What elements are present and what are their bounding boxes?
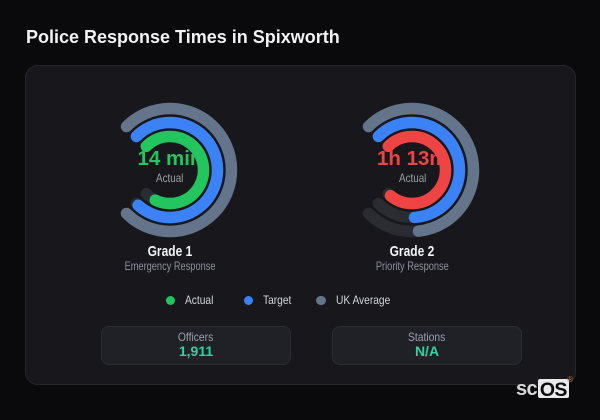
gauge-grade-2-arcs — [363, 102, 480, 238]
legend-label-target: Target — [263, 294, 296, 307]
stat-label-stations: Stations — [333, 329, 521, 344]
gauge-grade-1-subtitle: Emergency Response — [70, 260, 270, 273]
gauge-grade-1: 14 min Actual Grade 1 Emergency Response — [70, 100, 270, 273]
ring-arc-target — [372, 116, 466, 224]
stat-box-officers: Officers 1,911 — [101, 326, 291, 365]
gauge-grade-2-value: 1h 13m — [376, 146, 448, 170]
gauge-grade-2-value-sub: Actual — [312, 172, 512, 185]
legend-item-actual[interactable]: Actual — [165, 294, 219, 308]
stat-label-stations-text: Stations — [408, 329, 446, 344]
gauge-grade-2-title-text: Grade 2 — [389, 243, 435, 260]
legend-dot-uk-average-icon — [316, 295, 326, 306]
legend-label-actual-text: Actual — [185, 293, 214, 308]
gauge-grade-2-subtitle: Priority Response — [312, 260, 512, 273]
scos-logo-block: OS ® — [538, 376, 573, 401]
scos-logo-prefix: sc — [516, 377, 538, 400]
gauge-grade-1-center: 14 min Actual — [70, 148, 270, 186]
response-times-card: 14 min Actual Grade 1 Emergency Response… — [25, 65, 576, 385]
legend-label-target-text: Target — [263, 293, 292, 308]
gauge-grade-2-value-sub-text: Actual — [398, 171, 426, 185]
gauge-grade-2-center: 1h 13m Actual — [312, 148, 512, 186]
gauge-grade-2-rings: 1h 13m Actual — [342, 100, 482, 240]
ring-arc-target — [130, 116, 224, 224]
legend-dot-target-icon — [243, 295, 253, 306]
legend-item-uk-average[interactable]: UK Average — [316, 294, 399, 308]
gauge-grade-1-value-sub-text: Actual — [156, 171, 184, 185]
gauge-grade-1-title-text: Grade 1 — [147, 243, 193, 260]
registered-trademark-icon: ® — [567, 375, 574, 385]
legend-label-actual: Actual — [185, 294, 218, 307]
legend-dot-actual-icon — [165, 295, 176, 306]
gauge-grade-1-title: Grade 1 — [70, 243, 270, 260]
gauge-grade-1-rings: 14 min Actual — [100, 100, 240, 240]
stat-value-stations: N/A — [414, 343, 440, 360]
ring-arc-uk-average — [363, 102, 480, 237]
gauge-grade-1-value: 14 min — [137, 146, 203, 170]
stat-label-officers-text: Officers — [178, 329, 214, 344]
stat-value-officers: 1,911 — [178, 343, 214, 360]
gauge-grade-1-subtitle-text: Emergency Response — [124, 259, 216, 273]
ring-arc-actual — [382, 130, 452, 210]
scos-logo: sc OS ® — [516, 376, 573, 401]
legend-label-uk-average: UK Average — [336, 294, 400, 307]
gauge-grade-2-subtitle-text: Priority Response — [375, 259, 449, 273]
gauge-grade-2: 1h 13m Actual Grade 2 Priority Response — [312, 100, 512, 273]
gauge-grade-1-arcs — [120, 102, 238, 238]
gauge-grade-2-title: Grade 2 — [312, 243, 512, 260]
stat-label-officers: Officers — [102, 329, 290, 344]
legend-label-uk-average-text: UK Average — [335, 293, 390, 308]
legend-item-target[interactable]: Target — [243, 294, 297, 308]
page-title: Police Response Times in Spixworth — [26, 26, 340, 47]
stat-box-stations: Stations N/A — [332, 326, 522, 365]
ring-arc-uk-average — [120, 102, 238, 238]
gauge-grade-1-value-sub: Actual — [70, 172, 270, 185]
ring-arc-actual — [140, 130, 210, 210]
scos-logo-block-text: OS — [539, 378, 568, 401]
chart-legend: Actual Target UK Average — [26, 294, 575, 308]
